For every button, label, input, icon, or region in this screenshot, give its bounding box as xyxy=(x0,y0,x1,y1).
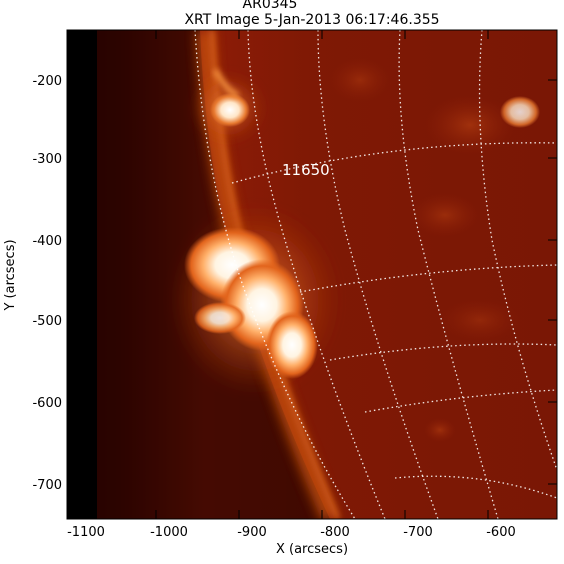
y-tick-label: -300 xyxy=(32,152,62,167)
active-region-label: 11650 xyxy=(282,161,330,179)
y-tick-labels: -200 -300 -400 -500 -600 -700 xyxy=(32,74,62,493)
y-tick-label: -200 xyxy=(32,74,62,89)
image-title: XRT Image 5-Jan-2013 06:17:46.355 xyxy=(184,12,439,28)
x-axis-label: X (arcsecs) xyxy=(276,542,348,557)
x-tick-label: -700 xyxy=(403,525,433,540)
x-tick-label: -800 xyxy=(320,525,350,540)
y-tick-label: -700 xyxy=(32,478,62,493)
missing-data-strip xyxy=(67,30,97,519)
heliographic-grid xyxy=(194,30,557,519)
flare-core-lower xyxy=(266,311,318,379)
axis-ticks xyxy=(67,30,557,519)
upper-bright-loop-core xyxy=(210,93,250,127)
image-plot-area: 11650 xyxy=(67,30,557,519)
x-tick-label: -1100 xyxy=(67,525,105,540)
x-tick-label: -900 xyxy=(237,525,267,540)
y-tick-label: -400 xyxy=(32,234,62,249)
x-tick-labels: -1100 -1000 -900 -800 -700 -600 xyxy=(67,525,516,540)
x-tick-label: -1000 xyxy=(150,525,188,540)
x-tick-label: -600 xyxy=(486,525,516,540)
y-axis-label: Y (arcsecs) xyxy=(3,239,18,311)
y-tick-label: -500 xyxy=(32,314,62,329)
partial-top-title: AR0345 xyxy=(243,0,298,12)
y-tick-label: -600 xyxy=(32,396,62,411)
plot-frame xyxy=(66,29,558,520)
